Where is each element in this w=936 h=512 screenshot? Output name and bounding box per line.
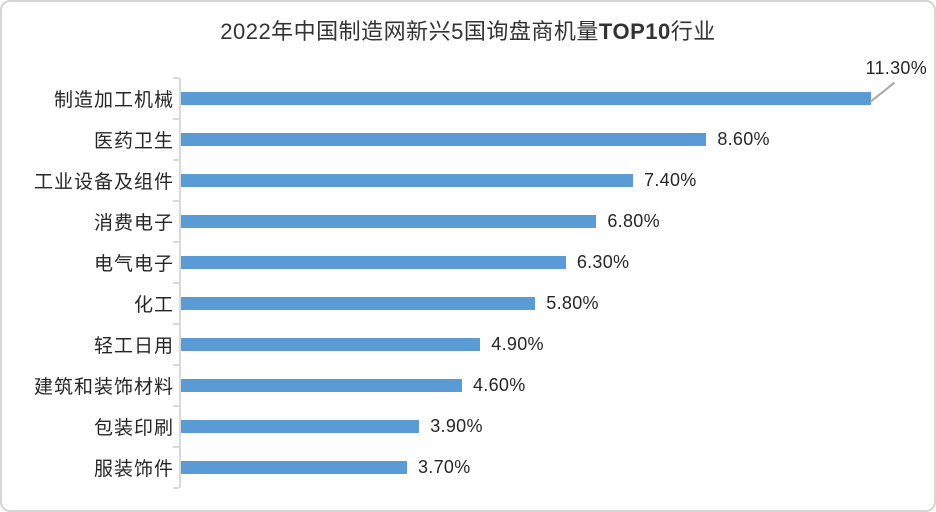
chart-title-highlight: TOP10 bbox=[598, 19, 671, 44]
chart-title-prefix: 2022年中国制造网新兴5国询盘商机量 bbox=[220, 19, 599, 44]
chart-title-suffix: 行业 bbox=[670, 19, 716, 44]
bar bbox=[181, 461, 407, 474]
value-label: 6.30% bbox=[576, 252, 630, 272]
bar bbox=[181, 174, 634, 187]
value-label: 7.40% bbox=[644, 170, 697, 190]
bar bbox=[181, 297, 536, 310]
bar bbox=[181, 420, 420, 433]
axis-tick bbox=[173, 77, 179, 79]
category-row: 消费电子 bbox=[2, 201, 174, 242]
category-label: 建筑和装饰材料 bbox=[33, 377, 174, 398]
value-label: 6.80% bbox=[607, 211, 660, 231]
category-axis: 制造加工机械医药卫生工业设备及组件消费电子电气电子化工轻工日用建筑和装饰材料包装… bbox=[2, 78, 174, 488]
category-label: 轻工日用 bbox=[93, 336, 174, 357]
chart-row: 6.30% bbox=[181, 242, 914, 283]
category-row: 化工 bbox=[2, 283, 174, 324]
chart-row: 3.90% bbox=[181, 406, 914, 447]
category-label: 工业设备及组件 bbox=[33, 172, 174, 193]
plot-area: 8.60% 7.40% 6.80% 6.30% 5.80% 4.90% 4.60% 3.90%… bbox=[181, 78, 914, 488]
category-row: 服装饰件 bbox=[2, 447, 174, 488]
bar bbox=[181, 92, 872, 105]
axis-tick bbox=[173, 323, 179, 325]
chart-row: 4.60% bbox=[181, 365, 914, 406]
axis-tick bbox=[173, 159, 179, 161]
category-label: 化工 bbox=[133, 295, 174, 316]
category-row: 医药卫生 bbox=[2, 119, 174, 160]
chart-row: 8.60% bbox=[181, 119, 914, 160]
value-label: 5.80% bbox=[546, 293, 599, 313]
category-label: 制造加工机械 bbox=[53, 90, 174, 111]
category-row: 建筑和装饰材料 bbox=[2, 365, 174, 406]
value-label: 4.60% bbox=[472, 375, 526, 395]
category-row: 轻工日用 bbox=[2, 324, 174, 365]
category-row: 包装印刷 bbox=[2, 406, 174, 447]
bar bbox=[181, 133, 707, 146]
category-label: 消费电子 bbox=[93, 213, 174, 234]
axis-tick bbox=[173, 364, 179, 366]
axis-tick bbox=[173, 282, 179, 284]
chart-row: 5.80% bbox=[181, 283, 914, 324]
bar bbox=[181, 338, 481, 351]
value-label: 3.70% bbox=[418, 457, 471, 477]
axis-tick bbox=[173, 487, 179, 489]
chart-row bbox=[181, 78, 914, 119]
category-label: 包装印刷 bbox=[93, 418, 174, 439]
category-row: 工业设备及组件 bbox=[2, 160, 174, 201]
y-axis-line bbox=[179, 78, 181, 488]
value-label: 3.90% bbox=[430, 416, 483, 436]
category-label: 电气电子 bbox=[93, 254, 174, 275]
axis-tick bbox=[173, 405, 179, 407]
bar bbox=[181, 215, 597, 228]
value-label: 4.90% bbox=[491, 334, 544, 354]
axis-tick bbox=[173, 200, 179, 202]
axis-tick bbox=[173, 118, 179, 120]
category-row: 电气电子 bbox=[2, 242, 174, 283]
chart-row: 6.80% bbox=[181, 201, 914, 242]
axis-tick bbox=[173, 446, 179, 448]
callout-value-label: 11.30% bbox=[865, 58, 927, 78]
bar bbox=[181, 379, 462, 392]
category-row: 制造加工机械 bbox=[2, 78, 174, 119]
chart-row: 7.40% bbox=[181, 160, 914, 201]
category-label: 医药卫生 bbox=[93, 131, 174, 152]
bar bbox=[181, 256, 566, 269]
axis-tick bbox=[173, 241, 179, 243]
value-label: 8.60% bbox=[717, 129, 770, 149]
chart-row: 3.70% bbox=[181, 447, 914, 488]
category-label: 服装饰件 bbox=[93, 459, 174, 480]
chart-row: 4.90% bbox=[181, 324, 914, 365]
chart-title: 2022年中国制造网新兴5国询盘商机量TOP10行业 bbox=[2, 18, 934, 46]
